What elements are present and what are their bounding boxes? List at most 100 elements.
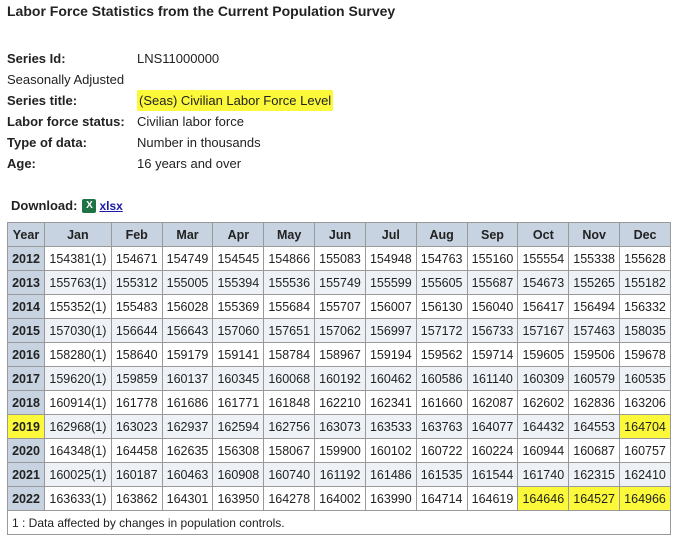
series-metadata: Series Id: LNS11000000 Seasonally Adjuste… <box>7 48 334 174</box>
value-cell: 158280(1) <box>44 342 112 367</box>
download-section: Download: X xlsx <box>11 198 123 213</box>
value-cell: 159506 <box>568 342 621 367</box>
year-cell: 2020 <box>7 438 45 463</box>
value-cell: 155554 <box>517 246 570 271</box>
value-cell: 155599 <box>364 270 417 295</box>
value-cell: 156007 <box>364 294 417 319</box>
value-cell: 161848 <box>263 390 316 415</box>
value-cell: 159714 <box>466 342 519 367</box>
value-cell: 163862 <box>110 486 163 511</box>
table-row: 2016 158280(1) 158640 159179 159141 158784 158… <box>7 342 671 367</box>
value-cell: 164458 <box>110 438 163 463</box>
data-type-value: Number in thousands <box>137 135 261 150</box>
value-cell: 154671 <box>110 246 163 271</box>
value-cell: 155369 <box>212 294 265 319</box>
value-cell: 156997 <box>364 318 417 343</box>
value-cell: 155352(1) <box>44 294 112 319</box>
value-cell: 159859 <box>110 366 163 391</box>
value-cell: 158035 <box>619 318 671 343</box>
value-cell: 164714 <box>415 486 468 511</box>
value-cell: 155684 <box>263 294 316 319</box>
year-cell: 2012 <box>7 246 45 271</box>
series-title-value: (Seas) Civilian Labor Force Level <box>137 90 334 111</box>
value-cell: 155628 <box>619 246 671 271</box>
value-cell: 154545 <box>212 246 265 271</box>
value-cell: 161140 <box>466 366 519 391</box>
value-cell: 156643 <box>161 318 214 343</box>
year-cell: 2013 <box>7 270 45 295</box>
value-cell: 159620(1) <box>44 366 112 391</box>
value-cell: 159678 <box>619 342 671 367</box>
table-row: 2015 157030(1) 156644 156643 157060 157651 157… <box>7 318 671 343</box>
value-cell: 160586 <box>415 366 468 391</box>
value-cell: 159194 <box>364 342 417 367</box>
value-cell: 157167 <box>517 318 570 343</box>
value-cell: 155338 <box>568 246 621 271</box>
value-cell: 164301 <box>161 486 214 511</box>
value-cell: 158967 <box>314 342 366 367</box>
value-cell: 162937 <box>161 414 214 439</box>
column-header-aug: Aug <box>415 222 468 247</box>
value-cell: 154948 <box>364 246 417 271</box>
value-cell: 160535 <box>619 366 671 391</box>
value-cell: 163763 <box>415 414 468 439</box>
year-cell: 2014 <box>7 294 45 319</box>
table-row: 2020 164348(1) 164458 162635 156308 158067 159… <box>7 438 671 463</box>
value-cell: 162410 <box>619 462 671 487</box>
value-cell: 155312 <box>110 270 163 295</box>
table-row: 2013 155763(1) 155312 155005 155394 155536 155… <box>7 270 671 295</box>
year-cell: 2015 <box>7 318 45 343</box>
column-header-oct: Oct <box>517 222 570 247</box>
value-cell: 155394 <box>212 270 265 295</box>
value-cell: 162602 <box>517 390 570 415</box>
value-cell: 160224 <box>466 438 519 463</box>
column-header-nov: Nov <box>568 222 621 247</box>
value-cell: 156733 <box>466 318 519 343</box>
value-cell: 158640 <box>110 342 163 367</box>
labor-status-label: Labor force status: <box>7 114 125 129</box>
value-cell: 161535 <box>415 462 468 487</box>
age-value: 16 years and over <box>137 156 242 171</box>
value-cell: 161771 <box>212 390 265 415</box>
value-cell: 162594 <box>212 414 265 439</box>
column-header-year: Year <box>7 222 45 247</box>
value-cell: 157651 <box>263 318 316 343</box>
value-cell: 156040 <box>466 294 519 319</box>
year-cell: 2021 <box>7 462 45 487</box>
value-cell: 160908 <box>212 462 265 487</box>
series-title-label: Series title: <box>7 93 78 108</box>
value-cell: 155763(1) <box>44 270 112 295</box>
value-cell: 156332 <box>619 294 671 319</box>
value-cell: 164348(1) <box>44 438 112 463</box>
value-cell: 154749 <box>161 246 214 271</box>
value-cell: 163950 <box>212 486 265 511</box>
series-id-label: Series Id: <box>7 51 66 66</box>
download-label: Download: <box>11 198 78 213</box>
value-cell: 155749 <box>314 270 366 295</box>
value-cell: 162968(1) <box>44 414 112 439</box>
value-cell: 155005 <box>161 270 214 295</box>
column-header-dec: Dec <box>619 222 671 247</box>
value-cell: 156644 <box>110 318 163 343</box>
value-cell: 154673 <box>517 270 570 295</box>
value-cell: 163990 <box>364 486 417 511</box>
excel-icon[interactable]: X <box>82 198 97 213</box>
value-cell: 157060 <box>212 318 265 343</box>
age-label: Age: <box>7 156 36 171</box>
column-header-jan: Jan <box>44 222 112 247</box>
column-header-jun: Jun <box>314 222 366 247</box>
year-cell: 2019 <box>7 414 45 439</box>
value-cell: 160068 <box>263 366 316 391</box>
value-cell: 161660 <box>415 390 468 415</box>
page-title: Labor Force Statistics from the Current … <box>7 3 396 19</box>
value-cell: 164278 <box>263 486 316 511</box>
value-cell: 163206 <box>619 390 671 415</box>
value-cell: 162087 <box>466 390 519 415</box>
data-table: Year Jan Feb Mar Apr May Jun Jul Aug Sep Oct Nov Dec… <box>7 222 671 535</box>
value-cell: 164704 <box>619 414 671 439</box>
table-row: 2022 163633(1) 163862 164301 163950 164278 164… <box>7 486 671 511</box>
value-cell: 157172 <box>415 318 468 343</box>
xlsx-download-link[interactable]: xlsx <box>99 198 123 213</box>
value-cell: 156130 <box>415 294 468 319</box>
value-cell: 162341 <box>364 390 417 415</box>
